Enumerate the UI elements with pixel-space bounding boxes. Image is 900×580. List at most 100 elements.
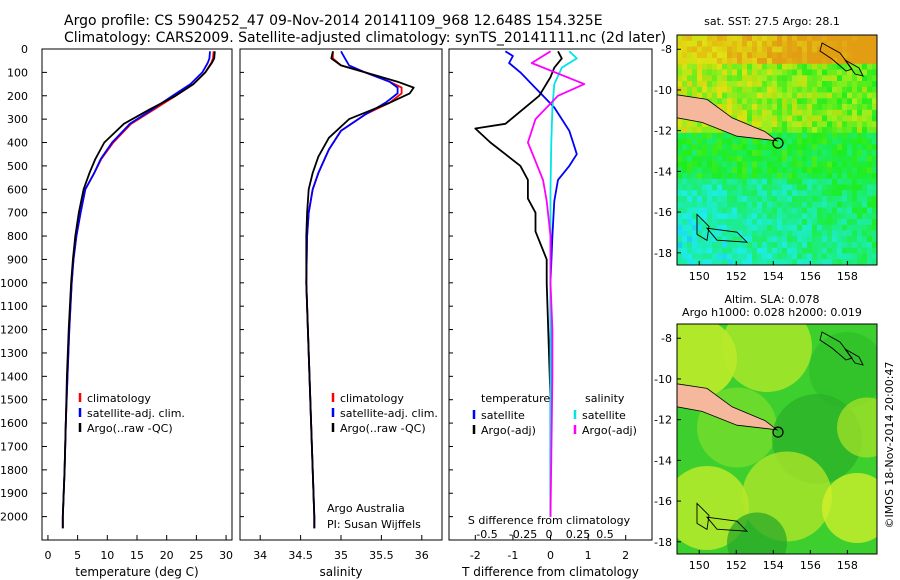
island-outline: [844, 348, 864, 366]
reef-outline: [696, 213, 749, 243]
x-tick-label-difference: 2: [622, 549, 629, 562]
x-tick-label-temperature: 30: [219, 549, 233, 562]
x-tick-top-label-difference: -0.5: [476, 528, 497, 541]
argo-location-marker: [772, 426, 784, 438]
map-y-tick-label: -14: [654, 454, 672, 467]
legend-label-salinity: satellite: [582, 409, 626, 422]
map-x-tick-label: 152: [726, 270, 747, 283]
argo-location-marker: [772, 137, 784, 149]
x-tick-label-difference: -1: [507, 549, 518, 562]
map-x-tick-label: 154: [763, 559, 784, 572]
y-tick-label: 1200: [0, 324, 28, 337]
y-tick-label: 1900: [0, 487, 28, 500]
title-line-2: Climatology: CARS2009. Satellite-adjuste…: [64, 30, 667, 46]
x-axis-label-salinity: salinity: [319, 565, 362, 579]
y-tick-label: 300: [7, 113, 28, 126]
reef-outline: [696, 502, 749, 532]
x-tick-top-label-difference: 0: [546, 528, 553, 541]
series-line-argo-raw-qc-: [61, 51, 216, 529]
map-y-tick-label: -12: [654, 125, 672, 138]
map-y-tick-label: -10: [654, 84, 672, 97]
y-tick-label: 100: [7, 66, 28, 79]
legend-label-temperature: Argo(-adj): [481, 424, 536, 437]
x-axis-label-difference: T difference from climatology: [461, 565, 639, 579]
series-line-salinity-argo-adj-: [527, 50, 586, 517]
legend-label-temperature: satellite: [481, 409, 525, 422]
legend-label-temperature: climatology: [87, 392, 151, 405]
map-y-tick-label: -8: [661, 332, 672, 345]
y-tick-label: 1400: [0, 370, 28, 383]
series-line-satellite-adj-clim-: [61, 51, 211, 529]
series-line-argo-raw-qc-: [305, 51, 415, 529]
map-x-tick-label: 156: [800, 559, 821, 572]
x-tick-label-temperature: 0: [44, 549, 51, 562]
x-axis-top-label-difference: S difference from climatology: [468, 514, 631, 527]
sst-map-title: sat. SST: 27.5 Argo: 28.1: [704, 15, 840, 28]
y-tick-label: 1000: [0, 277, 28, 290]
x-tick-label-salinity: 35.5: [369, 549, 394, 562]
legend-label-salinity: Argo(-adj): [582, 424, 637, 437]
x-tick-label-temperature: 15: [130, 549, 144, 562]
y-tick-label: 1300: [0, 347, 28, 360]
map-x-tick-label: 158: [837, 559, 858, 572]
map-x-tick-label: 152: [726, 559, 747, 572]
y-tick-label: 400: [7, 137, 28, 150]
map-frame-sla-map: [676, 323, 878, 555]
y-tick-label: 1500: [0, 394, 28, 407]
annotation-argo-australia: Argo Australia: [327, 502, 405, 515]
y-tick-label: 2000: [0, 511, 28, 524]
map-y-tick-label: -14: [654, 165, 672, 178]
x-tick-label-temperature: 20: [160, 549, 174, 562]
series-line-satellite-adj-clim-: [305, 50, 399, 529]
y-tick-label: 1700: [0, 440, 28, 453]
map-x-tick-label: 156: [800, 270, 821, 283]
x-tick-top-label-difference: -0.25: [509, 528, 537, 541]
map-x-tick-label: 150: [689, 270, 710, 283]
series-line-climatology: [61, 51, 215, 529]
sla-map-field: [677, 324, 877, 554]
x-tick-label-salinity: 36: [415, 549, 429, 562]
y-tick-label: 1600: [0, 417, 28, 430]
series-line-temperature-argo-adj-: [474, 50, 563, 517]
x-tick-top-label-difference: 0.25: [566, 528, 591, 541]
x-axis-label-temperature: temperature (deg C): [75, 565, 198, 579]
x-tick-label-difference: 0: [547, 549, 554, 562]
map-x-tick-label: 150: [689, 559, 710, 572]
x-tick-label-difference: 1: [585, 549, 592, 562]
axes-frame-salinity: [239, 48, 443, 541]
imos-credit: ©IMOS 18-Nov-2014 20:00:47: [883, 362, 896, 529]
title-line-1: Argo profile: CS 5904252_47 09-Nov-2014 …: [64, 13, 603, 29]
y-tick-label: 900: [7, 253, 28, 266]
sst-map-field: [677, 35, 877, 265]
map-y-tick-label: -16: [654, 495, 672, 508]
island-outline: [819, 331, 853, 361]
x-tick-label-temperature: 5: [74, 549, 81, 562]
y-tick-label: 1800: [0, 464, 28, 477]
map-y-tick-label: -16: [654, 206, 672, 219]
legend-label-temperature: satellite-adj. clim.: [87, 407, 185, 420]
legend-label-salinity: Argo(..raw -QC): [340, 422, 426, 435]
series-line-temperature-satellite: [504, 50, 578, 517]
x-tick-label-temperature: 25: [189, 549, 203, 562]
y-tick-label: 200: [7, 90, 28, 103]
legend-label-temperature: Argo(..raw -QC): [87, 422, 173, 435]
map-y-tick-label: -12: [654, 414, 672, 427]
land-new-guinea: [677, 94, 779, 142]
legend-label-salinity: satellite-adj. clim.: [340, 407, 438, 420]
island-outline: [844, 59, 864, 77]
map-y-tick-label: -8: [661, 43, 672, 56]
y-tick-label: 800: [7, 230, 28, 243]
y-tick-label: 700: [7, 207, 28, 220]
island-outline: [819, 42, 853, 72]
annotation-pi: PI: Susan Wijffels: [327, 518, 421, 531]
legend-label-salinity: climatology: [340, 392, 404, 405]
y-tick-label: 1100: [0, 300, 28, 313]
map-y-tick-label: -10: [654, 373, 672, 386]
x-tick-label-salinity: 35: [334, 549, 348, 562]
x-tick-top-label-difference: 0.5: [596, 528, 614, 541]
legend-title-salinity: salinity: [585, 392, 625, 405]
map-y-tick-label: -18: [654, 247, 672, 260]
x-tick-label-salinity: 34: [253, 549, 267, 562]
land-new-guinea: [677, 383, 779, 431]
